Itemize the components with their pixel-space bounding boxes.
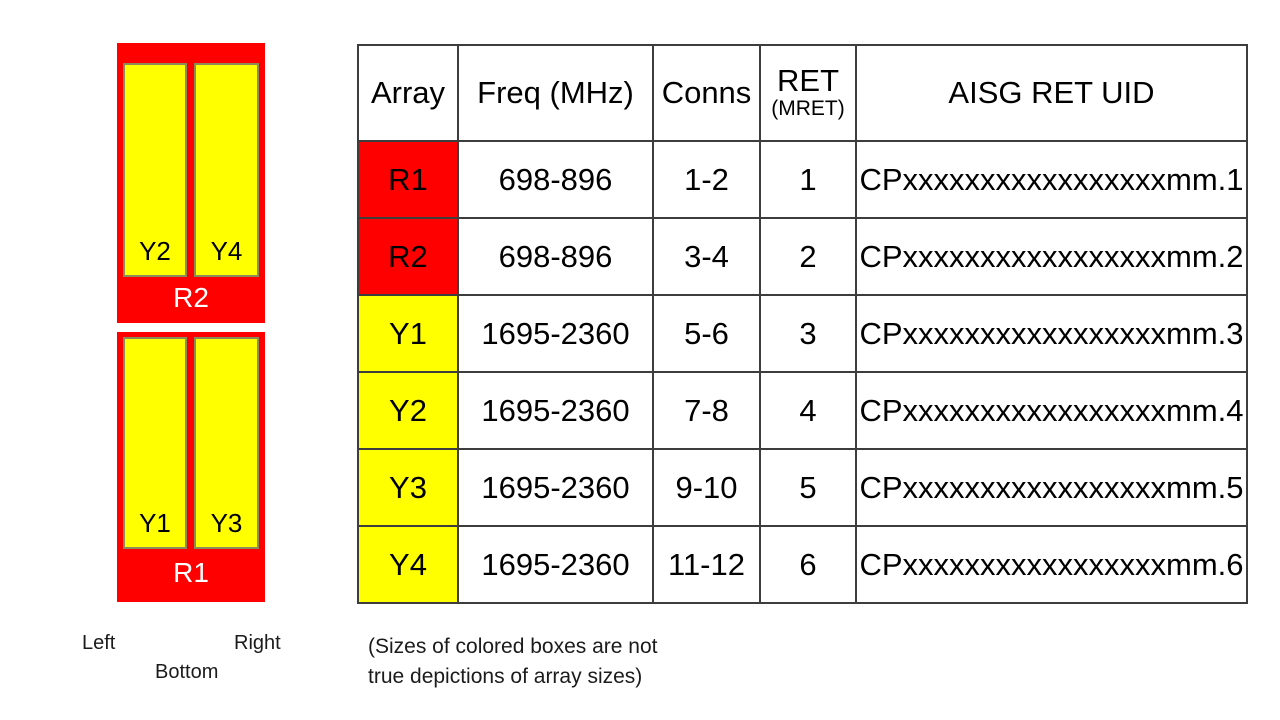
cell-uid: CPxxxxxxxxxxxxxxxxxmm.2 — [855, 217, 1248, 296]
array-box-label-y1: Y1 — [139, 508, 171, 538]
table-row: Y3 1695-2360 9-10 5 CPxxxxxxxxxxxxxxxxxm… — [357, 448, 1248, 527]
ret-table: Array Freq (MHz) Conns RET (MRET) AISG R… — [357, 44, 1248, 604]
cell-array: Y1 — [357, 294, 459, 373]
footnote-line-2: true depictions of array sizes) — [368, 665, 643, 688]
cell-conns: 7-8 — [652, 371, 761, 450]
array-box-y4: Y4 — [194, 63, 259, 277]
cell-ret: 4 — [759, 371, 857, 450]
cell-ret: 5 — [759, 448, 857, 527]
footnote-line-1: (Sizes of colored boxes are not — [368, 635, 658, 658]
cell-conns: 11-12 — [652, 525, 761, 604]
cell-freq: 1695-2360 — [457, 294, 654, 373]
header-array: Array — [357, 44, 459, 142]
cell-freq: 698-896 — [457, 140, 654, 219]
table-row: Y4 1695-2360 11-12 6 CPxxxxxxxxxxxxxxxxx… — [357, 525, 1248, 604]
cell-ret: 6 — [759, 525, 857, 604]
orientation-label-bottom: Bottom — [155, 661, 219, 683]
cell-uid: CPxxxxxxxxxxxxxxxxxmm.1 — [855, 140, 1248, 219]
array-box-label-y4: Y4 — [210, 236, 243, 266]
cell-uid: CPxxxxxxxxxxxxxxxxxmm.5 — [855, 448, 1248, 527]
cell-array: R1 — [357, 140, 459, 219]
orientation-label-left: Left — [82, 632, 116, 654]
array-box-label-y2: Y2 — [139, 236, 171, 266]
table-row: Y2 1695-2360 7-8 4 CPxxxxxxxxxxxxxxxxxmm… — [357, 371, 1248, 450]
cell-ret: 2 — [759, 217, 857, 296]
array-box-y3: Y3 — [194, 337, 259, 549]
table-row: R1 698-896 1-2 1 CPxxxxxxxxxxxxxxxxxmm.1 — [357, 140, 1248, 219]
header-ret-sub: (MRET) — [771, 97, 845, 120]
cell-uid: CPxxxxxxxxxxxxxxxxxmm.6 — [855, 525, 1248, 604]
orientation-label-right: Right — [234, 632, 281, 654]
cell-freq: 1695-2360 — [457, 448, 654, 527]
cell-array: Y2 — [357, 371, 459, 450]
header-aisg-uid: AISG RET UID — [855, 44, 1248, 142]
header-conns: Conns — [652, 44, 761, 142]
array-box-y1: Y1 — [123, 337, 187, 549]
cell-freq: 698-896 — [457, 217, 654, 296]
header-freq: Freq (MHz) — [457, 44, 654, 142]
cell-freq: 1695-2360 — [457, 371, 654, 450]
array-group-r1: Y1 Y3 R1 — [117, 332, 265, 602]
array-group-r2: Y2 Y4 R2 — [117, 43, 265, 323]
cell-array: Y3 — [357, 448, 459, 527]
cell-ret: 3 — [759, 294, 857, 373]
cell-uid: CPxxxxxxxxxxxxxxxxxmm.4 — [855, 371, 1248, 450]
array-group-label-r1: R1 — [173, 557, 209, 588]
array-group-label-r2: R2 — [173, 282, 209, 313]
array-box-y2: Y2 — [123, 63, 187, 277]
cell-conns: 9-10 — [652, 448, 761, 527]
table-header-row: Array Freq (MHz) Conns RET (MRET) AISG R… — [357, 44, 1248, 142]
table-row: Y1 1695-2360 5-6 3 CPxxxxxxxxxxxxxxxxxmm… — [357, 294, 1248, 373]
table-row: R2 698-896 3-4 2 CPxxxxxxxxxxxxxxxxxmm.2 — [357, 217, 1248, 296]
footnote: (Sizes of colored boxes are not true dep… — [368, 632, 658, 692]
cell-conns: 1-2 — [652, 140, 761, 219]
cell-freq: 1695-2360 — [457, 525, 654, 604]
header-ret-main: RET — [777, 63, 839, 98]
cell-conns: 5-6 — [652, 294, 761, 373]
cell-conns: 3-4 — [652, 217, 761, 296]
cell-uid: CPxxxxxxxxxxxxxxxxxmm.3 — [855, 294, 1248, 373]
cell-array: R2 — [357, 217, 459, 296]
array-box-label-y3: Y3 — [210, 508, 243, 538]
cell-ret: 1 — [759, 140, 857, 219]
cell-array: Y4 — [357, 525, 459, 604]
header-ret: RET (MRET) — [759, 44, 857, 142]
